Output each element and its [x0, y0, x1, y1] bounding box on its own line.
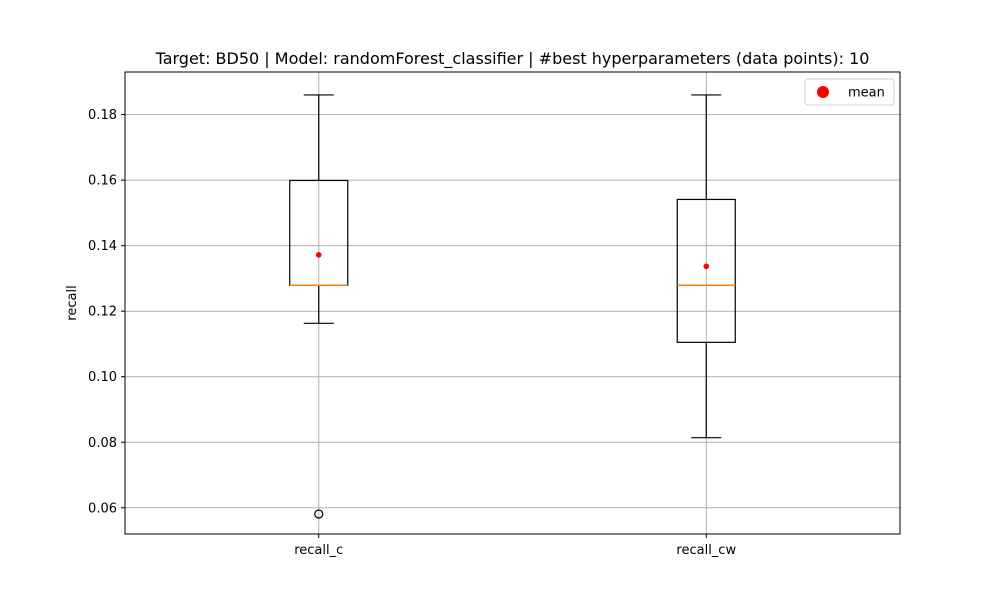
y-tick-label: 0.14: [88, 239, 117, 254]
legend-label: mean: [848, 86, 885, 101]
mean-marker: [315, 252, 322, 258]
y-tick-label: 0.18: [88, 108, 117, 123]
y-tick-label: 0.06: [88, 501, 117, 516]
legend-box: [804, 78, 895, 106]
y-tick-label: 0.12: [88, 305, 117, 320]
box-recall_cw: [676, 94, 736, 439]
box-recall_c: [289, 94, 349, 519]
mean-marker: [703, 263, 710, 270]
y-tick-label: 0.10: [88, 370, 117, 385]
tick-layer: 0.06 0.08 0.10 0.12 0.14 0.16 0.18 recall_c reca…: [88, 108, 736, 558]
legend: mean: [804, 78, 895, 106]
iqr-box: [676, 198, 736, 343]
legend-mean-marker: [817, 86, 829, 98]
plot-area-frame: [124, 71, 901, 535]
box-layer: [289, 94, 736, 519]
x-tick-label: recall_cw: [676, 543, 736, 558]
chart-title: Target: BD50 | Model: randomForest_class…: [155, 49, 870, 69]
y-tick-label: 0.16: [88, 174, 117, 189]
x-tick-label: recall_c: [294, 543, 343, 558]
y-axis-label: recall: [65, 285, 80, 320]
outlier-point: [314, 509, 324, 519]
y-tick-label: 0.08: [88, 436, 117, 451]
